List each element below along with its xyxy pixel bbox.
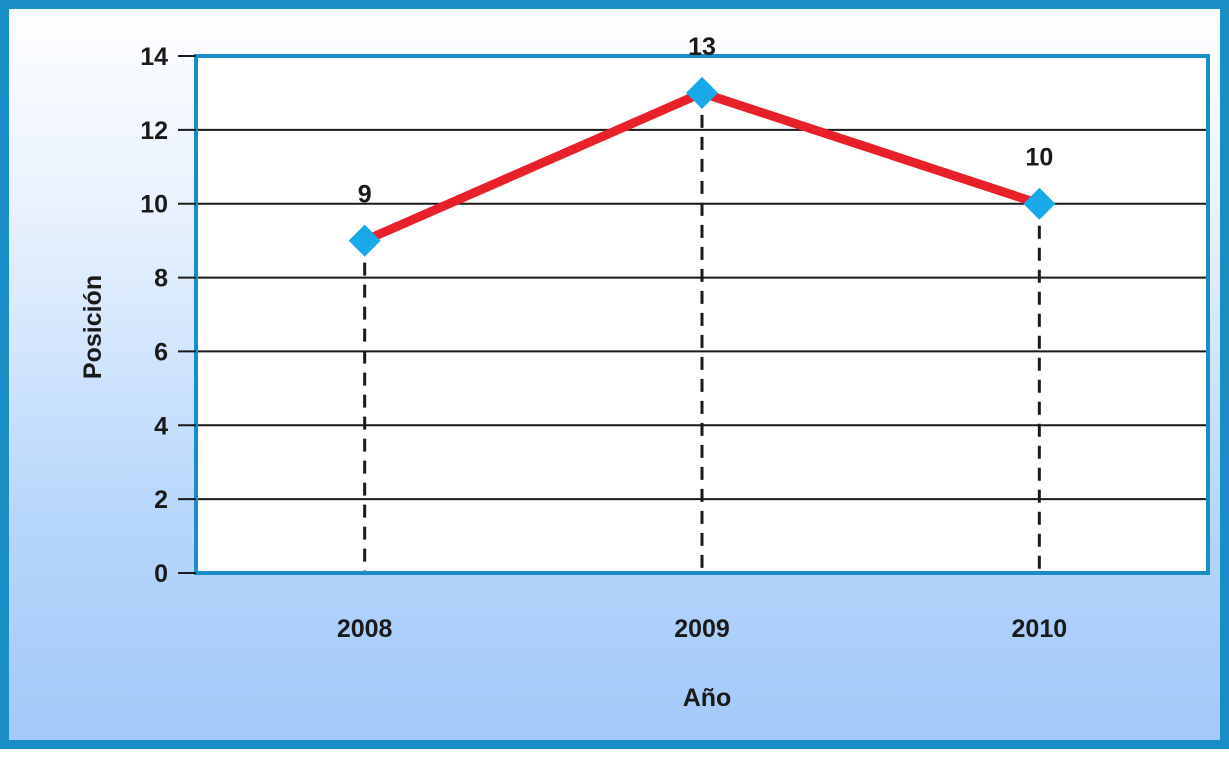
data-point-marker: [1023, 187, 1056, 220]
y-axis: 0 2 4 6 8 10 12 14: [140, 43, 196, 588]
y-tick-label: 6: [154, 338, 168, 366]
y-tick-label: 14: [140, 43, 168, 71]
y-tick-label: 0: [154, 560, 168, 588]
y-tick-label: 4: [154, 412, 168, 440]
x-axis: 2008 2009 2010: [337, 615, 1067, 643]
line-chart: 0 2 4 6 8 10 12 14 2008 2009 2010 9 13 10 Año Posic…: [79, 33, 1210, 712]
y-tick-label: 10: [140, 191, 168, 219]
drop-lines: [363, 92, 1041, 573]
y-axis-title: Posición: [79, 275, 107, 379]
y-tick-label: 8: [154, 265, 168, 293]
data-labels: 9 13 10: [358, 33, 1054, 209]
x-tick-label: 2008: [337, 615, 393, 643]
data-label: 10: [1025, 144, 1053, 172]
y-tick-label: 12: [140, 117, 168, 145]
data-point-marker: [348, 224, 381, 257]
x-tick-label: 2010: [1012, 615, 1068, 643]
data-markers: [348, 76, 1056, 257]
data-label: 13: [688, 33, 716, 61]
x-tick-label: 2009: [674, 615, 730, 643]
plot-border: [194, 54, 1210, 575]
data-point-marker: [686, 76, 718, 109]
data-label: 9: [358, 181, 372, 209]
y-tick-label: 2: [154, 486, 168, 514]
x-axis-title: Año: [683, 684, 732, 712]
